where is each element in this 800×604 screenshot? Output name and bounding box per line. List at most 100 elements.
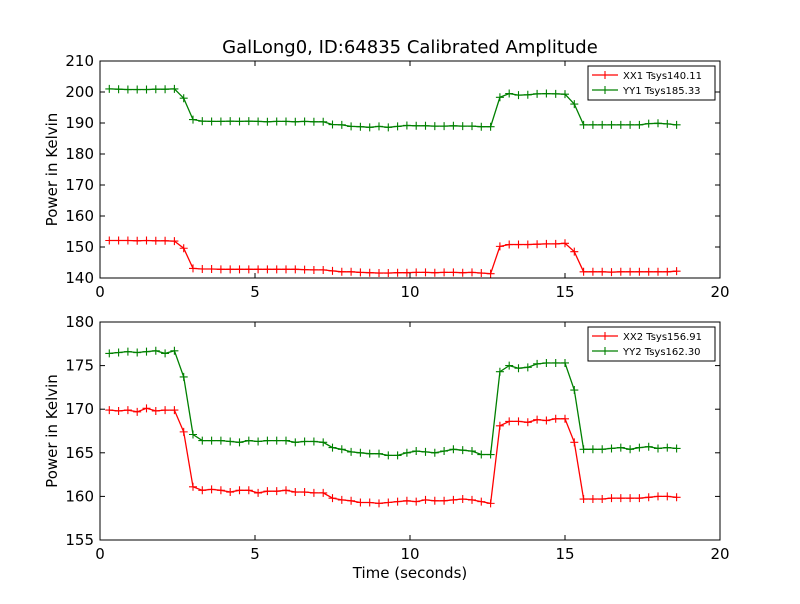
data-point (114, 85, 123, 94)
data-point (430, 268, 439, 277)
data-point (570, 100, 579, 109)
data-point (663, 492, 672, 501)
data-point (300, 437, 309, 446)
data-point (449, 495, 458, 504)
data-point (505, 89, 514, 98)
data-point (430, 448, 439, 457)
data-point (161, 349, 170, 358)
data-point (672, 267, 681, 276)
data-point (430, 122, 439, 131)
data-point (551, 89, 560, 98)
data-point (291, 438, 300, 447)
data-point (198, 265, 207, 274)
data-point (375, 122, 383, 131)
data-point (226, 117, 235, 126)
data-point (644, 267, 653, 276)
data-point (468, 447, 476, 456)
data-point (337, 120, 346, 129)
data-point (226, 265, 235, 274)
data-point (458, 268, 467, 277)
legend-swatch-marker (601, 71, 609, 79)
data-point (328, 120, 337, 129)
y-tick-label: 170 (65, 176, 94, 194)
data-point (542, 239, 551, 248)
legend-box (587, 326, 716, 362)
data-point (309, 117, 318, 126)
legend-swatch-marker (601, 347, 609, 355)
data-point (440, 268, 449, 277)
data-point (263, 487, 272, 496)
data-point (644, 442, 653, 451)
data-point (235, 117, 244, 126)
data-point (365, 123, 374, 132)
data-point (514, 240, 523, 249)
data-point (384, 123, 393, 132)
data-point (672, 120, 681, 129)
data-point (179, 372, 188, 381)
data-point (616, 120, 625, 129)
data-point (337, 495, 346, 504)
x-tick-label: 20 (710, 545, 729, 563)
data-point (123, 406, 132, 415)
data-point (347, 447, 356, 456)
data-point (477, 269, 486, 278)
data-point (477, 450, 486, 459)
data-point (189, 482, 197, 491)
data-point (495, 93, 504, 102)
data-point (588, 267, 597, 276)
data-point (282, 117, 290, 126)
data-point (393, 268, 402, 277)
data-point (626, 120, 635, 129)
data-point (170, 346, 179, 355)
data-point (588, 495, 597, 504)
data-point (561, 358, 569, 367)
data-point (356, 122, 365, 131)
data-point (533, 415, 542, 424)
data-point (263, 117, 272, 126)
data-point (635, 267, 644, 276)
y-tick-label: 210 (65, 52, 94, 70)
data-point (514, 91, 523, 100)
data-point (309, 265, 318, 274)
data-point (170, 237, 179, 246)
chart-title: GalLong0, ID:64835 Calibrated Amplitude (222, 37, 598, 58)
data-point (244, 265, 253, 274)
data-point (328, 266, 337, 275)
data-point (375, 449, 383, 458)
data-point (235, 265, 244, 274)
data-point (551, 239, 560, 248)
data-point (375, 499, 383, 508)
data-point (151, 406, 160, 415)
data-point (523, 363, 532, 372)
legend-swatch-marker (601, 332, 609, 340)
data-point (365, 268, 374, 277)
data-point (663, 119, 672, 128)
data-point (189, 430, 197, 439)
data-point (179, 427, 188, 436)
data-point (644, 119, 653, 128)
data-point (533, 240, 542, 249)
x-tick-label: 5 (250, 545, 260, 563)
data-point (486, 499, 495, 508)
data-point (449, 445, 458, 454)
data-point (598, 495, 607, 504)
data-point (486, 269, 495, 278)
data-point (663, 443, 672, 452)
data-point (328, 443, 337, 452)
y-tick-label: 160 (65, 207, 94, 225)
data-point (607, 494, 616, 503)
data-point (402, 448, 411, 457)
data-point (421, 495, 430, 504)
data-point (635, 120, 644, 129)
x-tick-label: 10 (400, 545, 419, 563)
data-point (300, 488, 309, 497)
data-point (570, 438, 579, 447)
data-point (254, 488, 263, 497)
data-point (616, 443, 625, 452)
data-point (505, 240, 514, 249)
data-point (356, 448, 365, 457)
y-tick-label: 175 (65, 357, 94, 375)
data-point (421, 121, 430, 130)
data-point (105, 236, 114, 245)
